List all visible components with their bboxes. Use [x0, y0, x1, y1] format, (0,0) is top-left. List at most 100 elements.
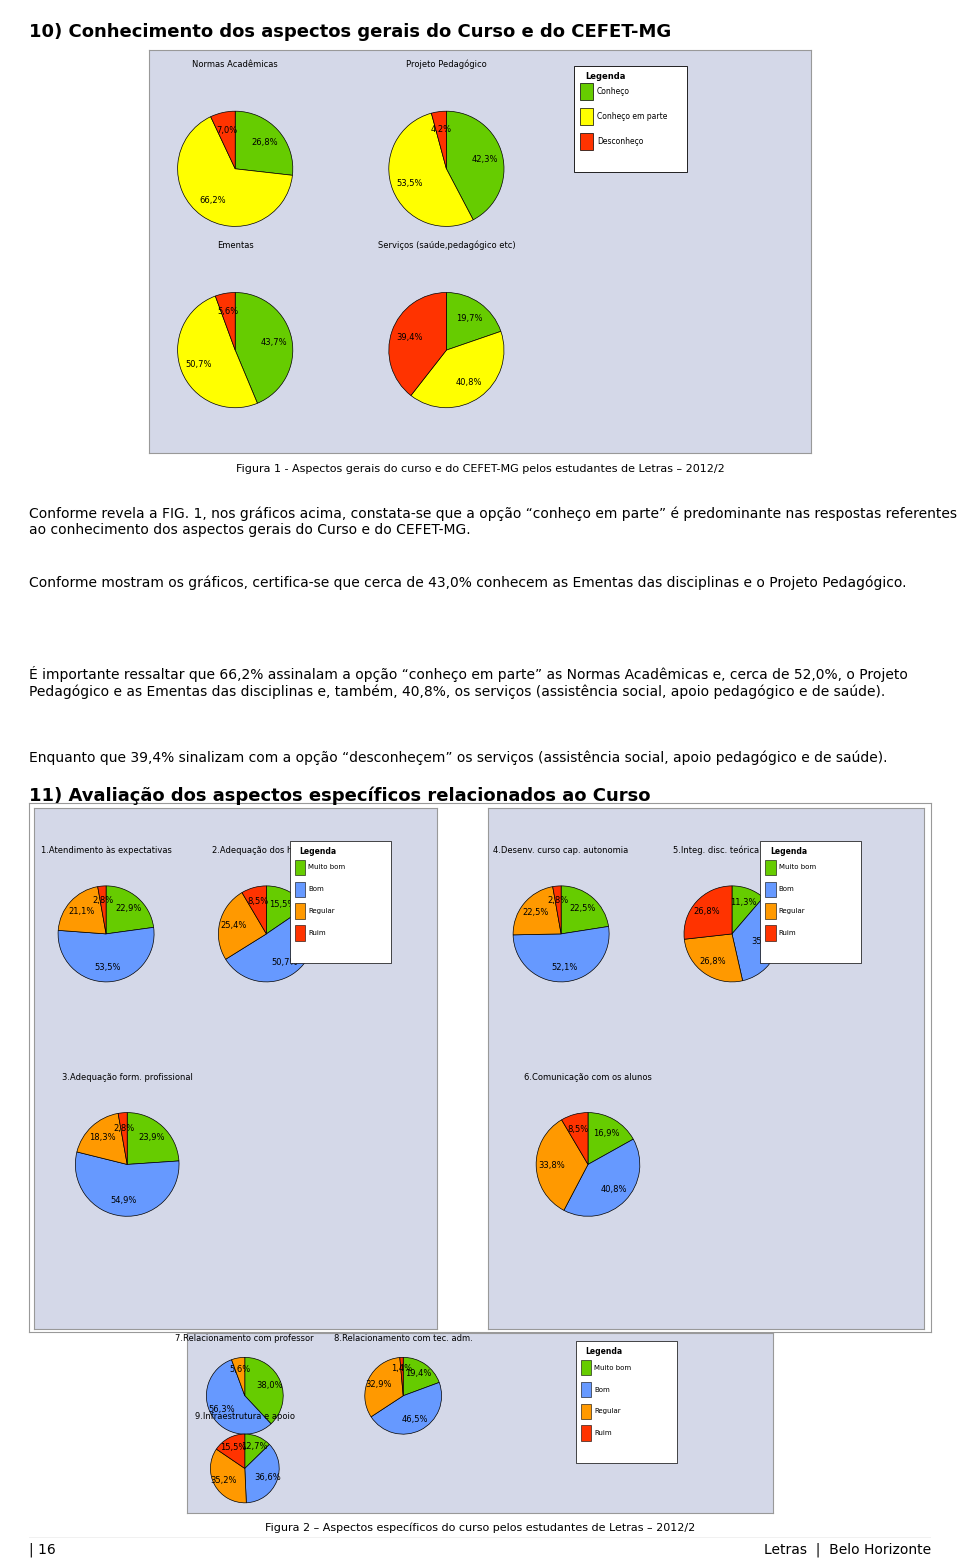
Wedge shape: [206, 1360, 271, 1435]
Text: 40,8%: 40,8%: [456, 378, 482, 386]
Text: 26,8%: 26,8%: [694, 907, 720, 916]
Text: 1.Atendimento às expectativas: 1.Atendimento às expectativas: [40, 846, 172, 855]
Wedge shape: [127, 1113, 179, 1164]
Text: 25,4%: 25,4%: [221, 922, 247, 930]
Wedge shape: [684, 886, 732, 939]
Text: Ementas: Ementas: [217, 241, 253, 250]
Wedge shape: [403, 1357, 440, 1396]
Text: Legenda: Legenda: [586, 1347, 623, 1357]
Text: Muito bom: Muito bom: [594, 1364, 632, 1371]
Text: 19,7%: 19,7%: [456, 314, 482, 322]
Text: 6.Comunicação com os alunos: 6.Comunicação com os alunos: [524, 1072, 652, 1082]
Text: 54,9%: 54,9%: [110, 1196, 137, 1205]
Wedge shape: [231, 1357, 245, 1396]
Text: 5,6%: 5,6%: [218, 306, 239, 316]
Text: Ruim: Ruim: [308, 930, 325, 936]
Wedge shape: [178, 117, 293, 227]
Wedge shape: [553, 886, 561, 935]
Wedge shape: [389, 113, 473, 227]
Text: 8.Relacionamento com tec. adm.: 8.Relacionamento com tec. adm.: [334, 1333, 472, 1343]
Text: 26,8%: 26,8%: [252, 138, 277, 147]
Text: Figura 1 - Aspectos gerais do curso e do CEFET-MG pelos estudantes de Letras – 2: Figura 1 - Aspectos gerais do curso e do…: [235, 464, 725, 474]
Text: Muito bom: Muito bom: [308, 864, 346, 871]
Text: Enquanto que 39,4% sinalizam com a opção “desconheçem” os serviços (assistência : Enquanto que 39,4% sinalizam com a opção…: [29, 750, 887, 764]
Text: 32,9%: 32,9%: [366, 1380, 393, 1388]
Text: 11) Avaliação dos aspectos específicos relacionados ao Curso: 11) Avaliação dos aspectos específicos r…: [29, 786, 650, 805]
Text: | 16: | 16: [29, 1543, 56, 1557]
Text: Legenda: Legenda: [586, 72, 626, 81]
Text: 18,3%: 18,3%: [89, 1133, 116, 1143]
Text: 3.Adequação form. profissional: 3.Adequação form. profissional: [61, 1072, 193, 1082]
Wedge shape: [562, 1113, 588, 1164]
Text: 2,8%: 2,8%: [92, 896, 114, 905]
Text: 8,5%: 8,5%: [567, 1125, 589, 1133]
Text: 22,5%: 22,5%: [570, 903, 596, 913]
Wedge shape: [399, 1357, 403, 1396]
Text: 23,9%: 23,9%: [139, 1133, 165, 1143]
Text: 50,7%: 50,7%: [185, 359, 212, 369]
Text: 15,5%: 15,5%: [269, 900, 296, 908]
Text: 22,9%: 22,9%: [115, 903, 141, 913]
Text: Figura 2 – Aspectos específicos do curso pelos estudantes de Letras – 2012/2: Figura 2 – Aspectos específicos do curso…: [265, 1522, 695, 1533]
Text: 5.Integ. disc. teórica prática: 5.Integ. disc. teórica prática: [673, 846, 791, 855]
Text: 19,4%: 19,4%: [405, 1369, 432, 1379]
Wedge shape: [446, 111, 504, 220]
Wedge shape: [732, 897, 780, 980]
Wedge shape: [564, 1139, 639, 1216]
Wedge shape: [245, 1357, 283, 1424]
Wedge shape: [178, 295, 257, 408]
Text: Conforme mostram os gráficos, certifica-se que cerca de 43,0% conhecem as Ementa: Conforme mostram os gráficos, certifica-…: [29, 575, 906, 589]
Wedge shape: [514, 886, 561, 935]
Wedge shape: [59, 927, 154, 982]
Wedge shape: [588, 1113, 634, 1164]
Text: 7,0%: 7,0%: [216, 127, 237, 134]
Text: 43,7%: 43,7%: [260, 338, 287, 347]
Wedge shape: [365, 1358, 403, 1416]
Wedge shape: [514, 927, 609, 982]
Text: 38,0%: 38,0%: [256, 1382, 283, 1391]
Wedge shape: [245, 1435, 270, 1469]
Wedge shape: [389, 292, 446, 395]
Text: 1,4%: 1,4%: [392, 1364, 413, 1374]
Text: Regular: Regular: [308, 908, 335, 914]
Text: Bom: Bom: [779, 886, 794, 892]
Wedge shape: [536, 1119, 588, 1210]
Text: Regular: Regular: [779, 908, 805, 914]
Text: 53,5%: 53,5%: [94, 963, 120, 972]
Text: Ruim: Ruim: [779, 930, 796, 936]
Wedge shape: [106, 886, 154, 935]
Text: Desconheço: Desconheço: [597, 138, 643, 145]
Text: 11,3%: 11,3%: [731, 897, 756, 907]
Text: Serviços (saúde,pedagógico etc): Serviços (saúde,pedagógico etc): [377, 241, 516, 250]
Text: Bom: Bom: [308, 886, 324, 892]
Wedge shape: [210, 1449, 247, 1502]
Text: 8,5%: 8,5%: [247, 897, 268, 907]
Text: É importante ressaltar que 66,2% assinalam a opção “conheço em parte” as Normas : É importante ressaltar que 66,2% assinal…: [29, 666, 907, 699]
Text: 7.Relacionamento com professor: 7.Relacionamento com professor: [176, 1333, 314, 1343]
Text: Legenda: Legenda: [300, 847, 337, 857]
Text: 35,2%: 35,2%: [752, 938, 778, 947]
Wedge shape: [226, 907, 314, 982]
Wedge shape: [266, 886, 306, 933]
Wedge shape: [684, 935, 743, 982]
Wedge shape: [235, 292, 293, 403]
Text: 21,1%: 21,1%: [68, 907, 94, 916]
Text: 5,6%: 5,6%: [229, 1364, 251, 1374]
Text: Bom: Bom: [594, 1386, 610, 1393]
Wedge shape: [561, 886, 609, 935]
Wedge shape: [219, 892, 266, 960]
Text: 2,8%: 2,8%: [113, 1124, 134, 1133]
Text: 33,8%: 33,8%: [539, 1161, 565, 1169]
Wedge shape: [98, 886, 106, 935]
Text: 9.Infraestrutura e apoio: 9.Infraestrutura e apoio: [195, 1411, 295, 1421]
Text: 22,5%: 22,5%: [522, 908, 548, 917]
Text: 66,2%: 66,2%: [199, 195, 226, 205]
Wedge shape: [732, 886, 763, 935]
Text: 4.Desenv. curso cap. autonomia: 4.Desenv. curso cap. autonomia: [493, 846, 629, 855]
Text: 40,8%: 40,8%: [601, 1185, 627, 1194]
Wedge shape: [446, 292, 501, 350]
Text: 39,4%: 39,4%: [396, 333, 422, 342]
Text: 46,5%: 46,5%: [402, 1415, 428, 1424]
Wedge shape: [242, 886, 267, 933]
Wedge shape: [372, 1382, 442, 1435]
